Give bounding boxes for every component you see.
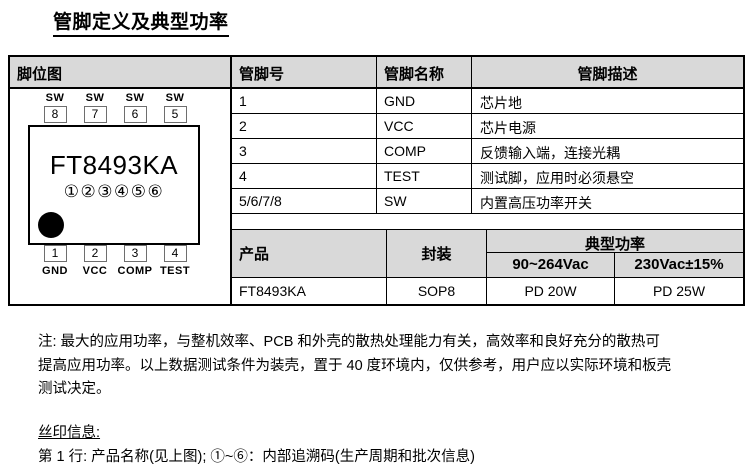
pin-function-label: SW	[125, 92, 145, 104]
note-line: 提高应用功率。以上数据测试条件为装壳，置于 40 度环境内，仅供参考，用户应以实…	[38, 357, 672, 374]
top-pin-8: SW 8	[35, 91, 75, 123]
chip-trace-codes: ①②③④⑤⑥	[63, 182, 165, 201]
pin-function-label: VCC	[82, 265, 108, 277]
header-pin-number: 管脚号	[232, 57, 377, 87]
note-line: 测试决定。	[38, 381, 111, 397]
page-title: 管脚定义及典型功率	[53, 7, 229, 37]
pin-function-label: SW	[45, 92, 65, 104]
pin-desc-cell: 反馈输入端，连接光耦	[480, 145, 620, 161]
header-typical-power: 典型功率	[487, 230, 743, 253]
pin-function-label: SW	[85, 92, 105, 104]
pin-number-cell: 3	[232, 139, 377, 163]
pin-definition-table: 脚位图 SW 8 SW 7 SW 6 SW 5 FT8493KA ①②③④⑤⑥	[8, 55, 745, 306]
power-table-header: 产品 封装 典型功率 90~264Vac 230Vac±15%	[232, 230, 743, 278]
pin-name-cell: COMP	[377, 139, 472, 163]
power-low-cell: PD 20W	[487, 278, 615, 304]
pin-number-box: 2	[83, 245, 107, 262]
table-row: 1 GND 芯片地	[232, 89, 743, 114]
pin-number-box: 5	[163, 106, 187, 123]
pin-table-header-row: 管脚号 管脚名称 管脚描述	[232, 57, 743, 89]
power-table-row: FT8493KA SOP8 PD 20W PD 25W	[232, 278, 743, 304]
pin-name-cell: GND	[377, 89, 472, 113]
table-spacer-row	[232, 214, 743, 230]
bottom-pin-2: 2 VCC	[75, 245, 115, 279]
pin-number-cell: 5/6/7/8	[232, 189, 377, 213]
pin-function-label: SW	[165, 92, 185, 104]
chip-part-number: FT8493KA	[49, 150, 179, 180]
header-pin-name: 管脚名称	[377, 57, 472, 87]
header-package: 封装	[387, 230, 487, 277]
pin-definition-columns: 管脚号 管脚名称 管脚描述 1 GND 芯片地 2 VCC 芯片电源 3 COM…	[232, 57, 743, 304]
silkscreen-heading: 丝印信息:	[38, 425, 101, 441]
bottom-pin-3: 3 COMP	[115, 245, 155, 279]
table-row: 4 TEST 测试脚，应用时必须悬空	[232, 164, 743, 189]
note-line: 注: 最大的应用功率，与整机效率、PCB 和外壳的散热处理能力有关，高效率和良好…	[38, 334, 660, 350]
bottom-pin-1: 1 GND	[35, 245, 75, 279]
application-power-note: 注: 最大的应用功率，与整机效率、PCB 和外壳的散热处理能力有关，高效率和良好…	[38, 331, 671, 402]
pin-function-label: TEST	[159, 265, 191, 277]
power-high-cell: PD 25W	[652, 283, 706, 299]
pin-number-box: 6	[123, 106, 147, 123]
table-row: 3 COMP 反馈输入端，连接光耦	[232, 139, 743, 164]
header-range-high: 230Vac±15%	[634, 256, 724, 273]
pin-number-box: 4	[163, 245, 187, 262]
header-range-low: 90~264Vac	[487, 253, 615, 277]
pin-desc-cell: 芯片电源	[480, 120, 536, 136]
silkscreen-line: 第 1 行: 产品名称(见上图); ①~⑥：内部追溯码(生产周期和批次信息)	[38, 449, 476, 465]
pin-function-label: GND	[42, 265, 68, 277]
header-typical-power-group: 典型功率 90~264Vac 230Vac±15%	[487, 230, 743, 277]
top-pin-5: SW 5	[155, 91, 195, 123]
table-row: 5/6/7/8 SW 内置高压功率开关	[232, 189, 743, 214]
pin-name-cell: SW	[377, 189, 472, 213]
pin1-indicator-dot	[38, 212, 64, 238]
pin-number-cell: 4	[232, 164, 377, 188]
header-voltage-ranges: 90~264Vac 230Vac±15%	[487, 253, 743, 277]
pin-number-box: 1	[43, 245, 67, 262]
pin-desc-cell: 测试脚，应用时必须悬空	[480, 170, 634, 186]
pin-name-cell: TEST	[377, 164, 472, 188]
pin-name-cell: VCC	[377, 114, 472, 138]
table-row: 2 VCC 芯片电源	[232, 114, 743, 139]
header-product: 产品	[232, 230, 387, 277]
top-pin-7: SW 7	[75, 91, 115, 123]
pin-desc-cell: 芯片地	[480, 95, 522, 111]
header-pin-diagram: 脚位图	[10, 57, 230, 89]
pin-diagram: SW 8 SW 7 SW 6 SW 5 FT8493KA ①②③④⑤⑥ 1	[10, 89, 230, 304]
pin-number-cell: 1	[232, 89, 377, 113]
pin-diagram-column: 脚位图 SW 8 SW 7 SW 6 SW 5 FT8493KA ①②③④⑤⑥	[10, 57, 232, 304]
pin-number-box: 8	[43, 106, 67, 123]
pin-function-label: COMP	[117, 265, 153, 277]
silkscreen-info: 丝印信息: 第 1 行: 产品名称(见上图); ①~⑥：内部追溯码(生产周期和批…	[38, 421, 475, 469]
pin-number-cell: 2	[232, 114, 377, 138]
header-pin-desc: 管脚描述	[577, 66, 638, 83]
bottom-pin-4: 4 TEST	[155, 245, 195, 279]
pin-desc-cell: 内置高压功率开关	[480, 195, 592, 211]
package-cell: SOP8	[387, 278, 487, 304]
chip-body: FT8493KA ①②③④⑤⑥	[28, 125, 200, 245]
product-cell: FT8493KA	[232, 278, 387, 304]
pin-number-box: 3	[123, 245, 147, 262]
pin-number-box: 7	[83, 106, 107, 123]
top-pin-6: SW 6	[115, 91, 155, 123]
